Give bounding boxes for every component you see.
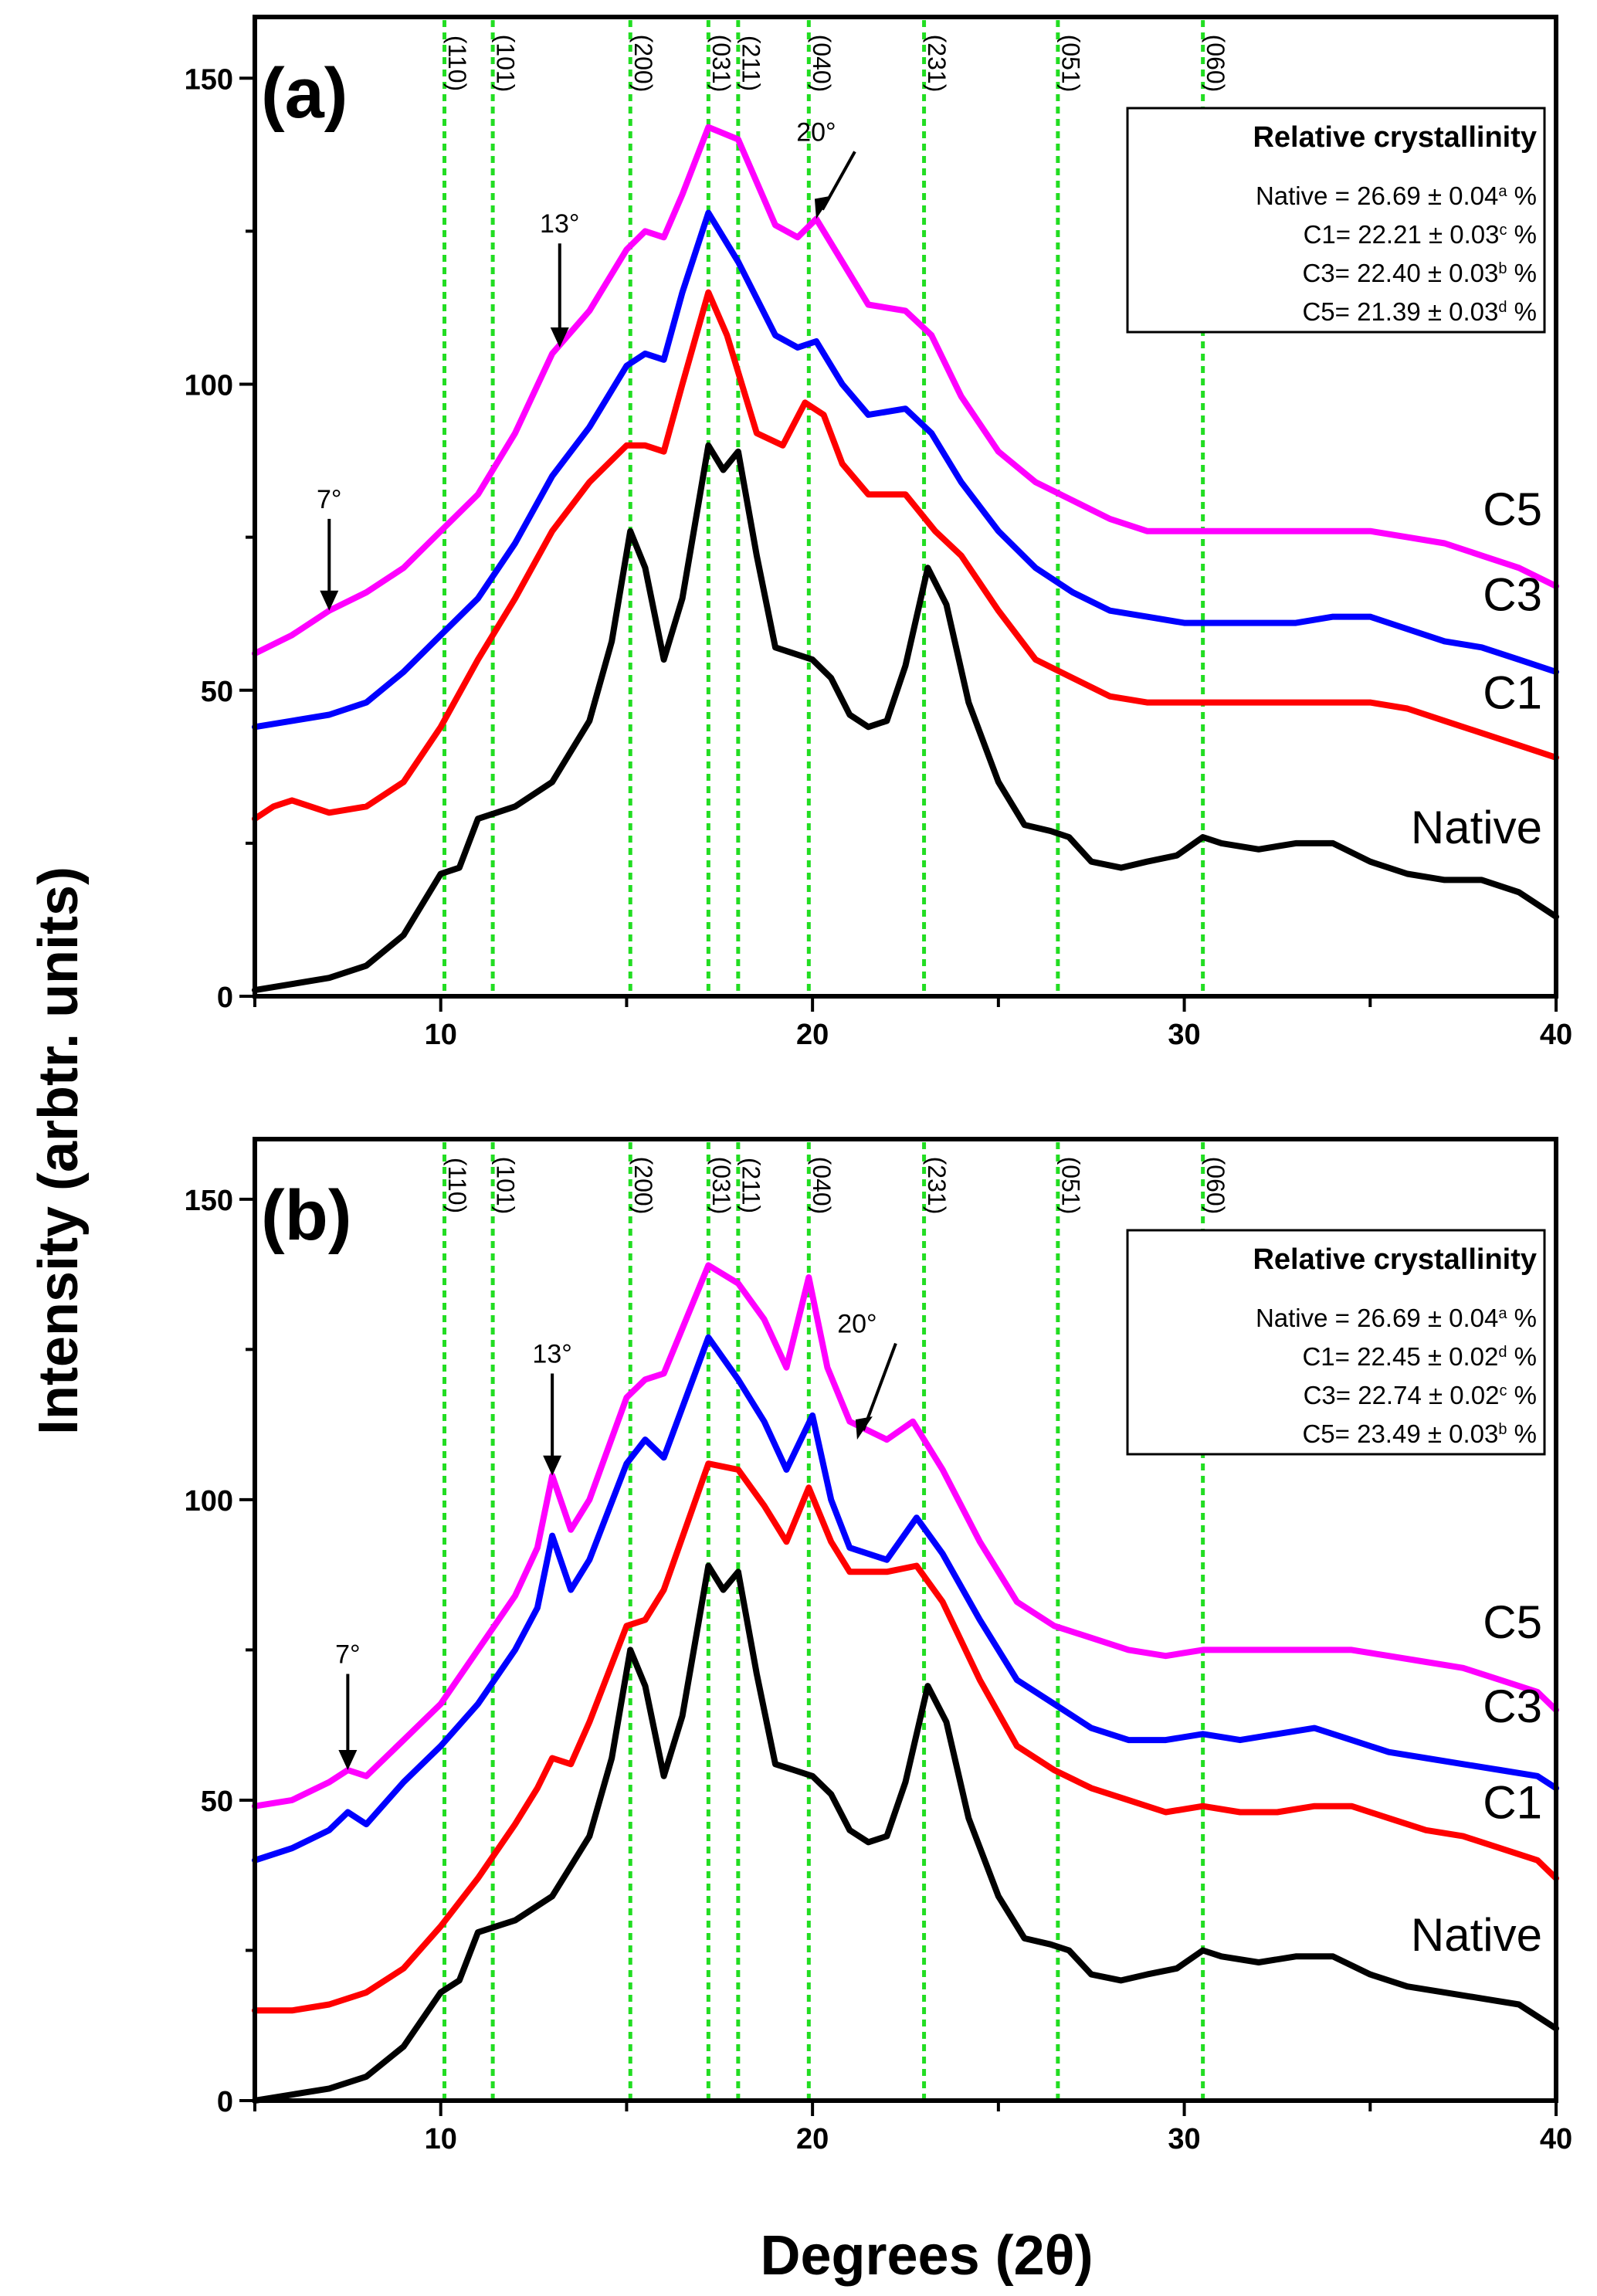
plane-label: (231) <box>923 35 951 93</box>
y-tick-label: 50 <box>201 676 233 708</box>
series-label: C5 <box>1483 1596 1542 1648</box>
plane-label: (211) <box>737 36 765 91</box>
series-line-native <box>252 1562 1559 2104</box>
x-tick-label: 40 <box>1540 1019 1572 1051</box>
series-label: Native <box>1411 802 1542 853</box>
plane-label: (060) <box>1202 35 1229 93</box>
x-tick-label: 30 <box>1168 1019 1200 1051</box>
annotation-label: 20° <box>796 117 836 147</box>
annotation-arrowhead <box>338 1750 358 1771</box>
legend-entry: C1= 22.21 ± 0.03c % <box>1304 220 1537 249</box>
plane-label: (040) <box>808 35 836 93</box>
legend-title: Relative crystallinity <box>1253 121 1537 154</box>
panel-b: (110) (101) (200) (031) (211) (040) (231) (051)… <box>185 1137 1572 2155</box>
annotation-label: 7° <box>317 485 342 514</box>
plane-label: (200) <box>629 1157 657 1215</box>
plane-label: (031) <box>707 35 735 93</box>
legend-entry: Native = 26.69 ± 0.04a % <box>1256 181 1537 210</box>
legend-entry: C3= 22.74 ± 0.02c % <box>1304 1381 1537 1409</box>
plane-label: (211) <box>737 1158 765 1213</box>
x-tick-label: 20 <box>796 2123 829 2155</box>
y-tick-label: 150 <box>185 1185 233 1217</box>
y-tick-label: 50 <box>201 1786 233 1818</box>
x-tick-label: 10 <box>425 2123 457 2155</box>
x-tick-label: 30 <box>1168 2123 1200 2155</box>
y-tick-label: 100 <box>185 370 233 402</box>
plane-label: (101) <box>492 1157 520 1215</box>
plane-label: (231) <box>923 1157 951 1215</box>
annotation-label: 20° <box>837 1310 876 1339</box>
series-label: C5 <box>1483 483 1542 535</box>
annotation-arrowhead <box>543 1455 562 1476</box>
annotation-arrowhead <box>320 590 339 611</box>
panel-label: (b) <box>261 1176 351 1255</box>
plot-frame <box>253 1137 1558 2103</box>
series-line-native <box>252 442 1559 994</box>
annotation-arrowhead <box>814 195 832 219</box>
series-line-c5 <box>252 1262 1559 1809</box>
crystallinity-legend-box <box>1126 107 1546 334</box>
series-label: C3 <box>1483 1680 1542 1732</box>
plane-label: (051) <box>1056 1157 1084 1215</box>
y-axis-title: Intensity (arbtr. units) <box>28 867 90 1435</box>
y-tick-label: 0 <box>217 2086 233 2118</box>
crystallinity-legend-box <box>1126 1229 1546 1456</box>
y-tick-label: 0 <box>217 982 233 1014</box>
legend-entry: C3= 22.40 ± 0.03b % <box>1302 259 1537 287</box>
y-tick-label: 150 <box>185 63 233 96</box>
x-tick-label: 20 <box>796 1019 829 1051</box>
series-label: C1 <box>1483 1777 1542 1829</box>
annotation-label: 7° <box>335 1640 361 1670</box>
annotation-label: 13° <box>540 209 579 239</box>
panel-a: (110) (101) (200) (031) (211) (040) (231) (051)… <box>185 15 1572 1051</box>
series-line-c3 <box>252 1334 1559 1864</box>
x-axis-title: Degrees (2θ) <box>760 2225 1093 2287</box>
series-label: Native <box>1411 1909 1542 1961</box>
y-tick-label: 100 <box>185 1485 233 1518</box>
plane-label: (040) <box>808 1157 836 1215</box>
series-line-c3 <box>252 209 1559 731</box>
plot-frame <box>253 15 1558 999</box>
plane-label: (060) <box>1202 1157 1229 1215</box>
plane-label: (110) <box>443 36 471 91</box>
plane-label: (101) <box>492 35 520 93</box>
plane-label: (200) <box>629 35 657 93</box>
series-line-c1 <box>252 289 1559 822</box>
series-line-c5 <box>252 124 1559 657</box>
x-tick-label: 40 <box>1540 2123 1572 2155</box>
plane-label: (110) <box>443 1158 471 1213</box>
x-tick-label: 10 <box>425 1019 457 1051</box>
series-label: C1 <box>1483 667 1542 719</box>
annotation-arrowhead <box>855 1416 873 1440</box>
legend-entry: C1= 22.45 ± 0.02d % <box>1302 1342 1537 1371</box>
series-label: C3 <box>1483 569 1542 621</box>
legend-entry: Native = 26.69 ± 0.04a % <box>1256 1304 1537 1332</box>
plane-label: (031) <box>707 1157 735 1215</box>
annotation-arrow <box>862 1342 897 1431</box>
legend-title: Relative crystallinity <box>1253 1243 1537 1276</box>
panel-label: (a) <box>261 54 348 133</box>
annotation-arrowhead <box>550 327 569 348</box>
legend-entry: C5= 21.39 ± 0.03d % <box>1302 297 1537 326</box>
legend-entry: C5= 23.49 ± 0.03b % <box>1302 1419 1537 1448</box>
series-line-c1 <box>252 1460 1559 2014</box>
plane-label: (051) <box>1056 35 1084 93</box>
annotation-label: 13° <box>532 1339 571 1368</box>
